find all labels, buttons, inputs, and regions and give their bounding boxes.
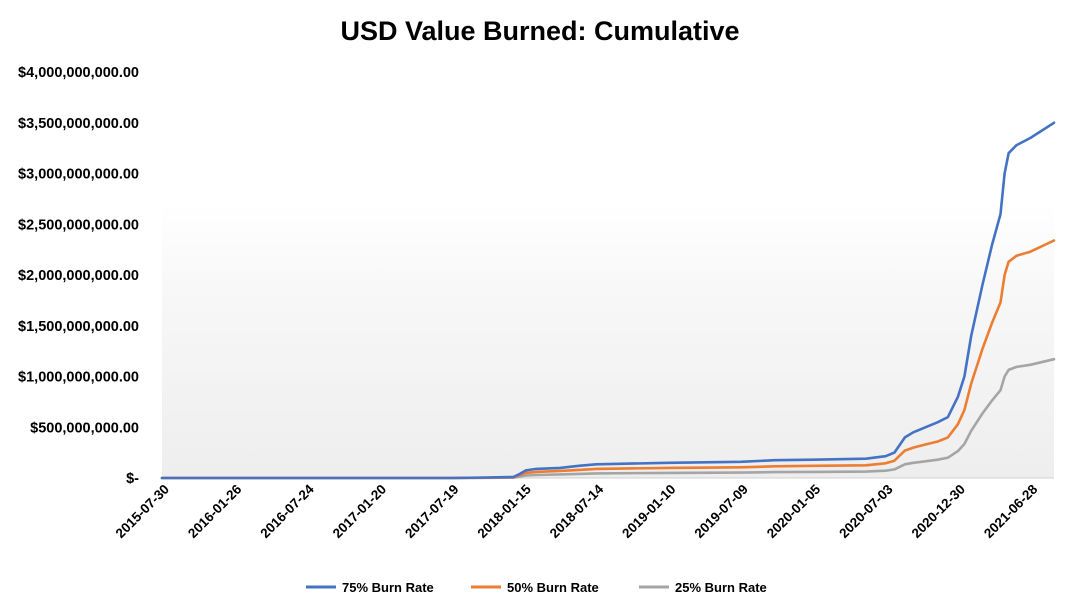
series-line-2 xyxy=(160,239,1056,480)
x-axis-tick-labels: 2015-07-30 2016-01-26 2016-07-24 2017-01-20… xyxy=(113,481,1041,541)
x-tick-label: 2020-12-30 xyxy=(909,482,968,541)
legend-label-1: 75% Burn Rate xyxy=(342,580,434,595)
y-tick-label: $1,500,000,000.00 xyxy=(18,319,139,335)
x-tick-label: 2019-07-09 xyxy=(692,482,751,541)
y-tick-label: $3,500,000,000.00 xyxy=(18,116,139,132)
x-tick-label: 2018-07-14 xyxy=(547,481,607,541)
y-tick-label: $2,000,000,000.00 xyxy=(18,268,139,284)
legend-label-2: 50% Burn Rate xyxy=(507,580,599,595)
x-tick-label: 2019-01-10 xyxy=(619,482,678,541)
series-line-3 xyxy=(160,357,1056,480)
chart-title: USD Value Burned: Cumulative xyxy=(340,16,739,46)
series-lines xyxy=(160,121,1056,480)
x-tick-label: 2015-07-30 xyxy=(113,482,172,541)
legend-label-3: 25% Burn Rate xyxy=(675,580,767,595)
x-tick-label: 2020-01-05 xyxy=(764,481,824,541)
x-tick-label: 2021-06-28 xyxy=(981,481,1041,541)
x-tick-label: 2018-01-15 xyxy=(474,481,534,541)
x-tick-label: 2017-01-20 xyxy=(330,482,389,541)
y-tick-label: $500,000,000.00 xyxy=(30,420,139,436)
y-tick-label: $2,500,000,000.00 xyxy=(18,217,139,233)
y-tick-label: $- xyxy=(126,471,139,487)
y-tick-label: $4,000,000,000.00 xyxy=(18,65,139,81)
x-tick-label: 2017-07-19 xyxy=(402,482,461,541)
x-tick-label: 2020-07-03 xyxy=(836,481,896,541)
x-tick-label: 2016-07-24 xyxy=(257,481,317,541)
x-tick-label: 2016-01-26 xyxy=(185,481,245,541)
y-axis-tick-labels: $- $500,000,000.00 $1,000,000,000.00 $1,500… xyxy=(18,65,139,487)
legend: 75% Burn Rate 50% Burn Rate 25% Burn Rate xyxy=(306,580,767,595)
y-tick-label: $1,000,000,000.00 xyxy=(18,370,139,386)
y-tick-label: $3,000,000,000.00 xyxy=(18,167,139,183)
plot-area xyxy=(162,202,1054,478)
series-line-1 xyxy=(160,121,1056,480)
